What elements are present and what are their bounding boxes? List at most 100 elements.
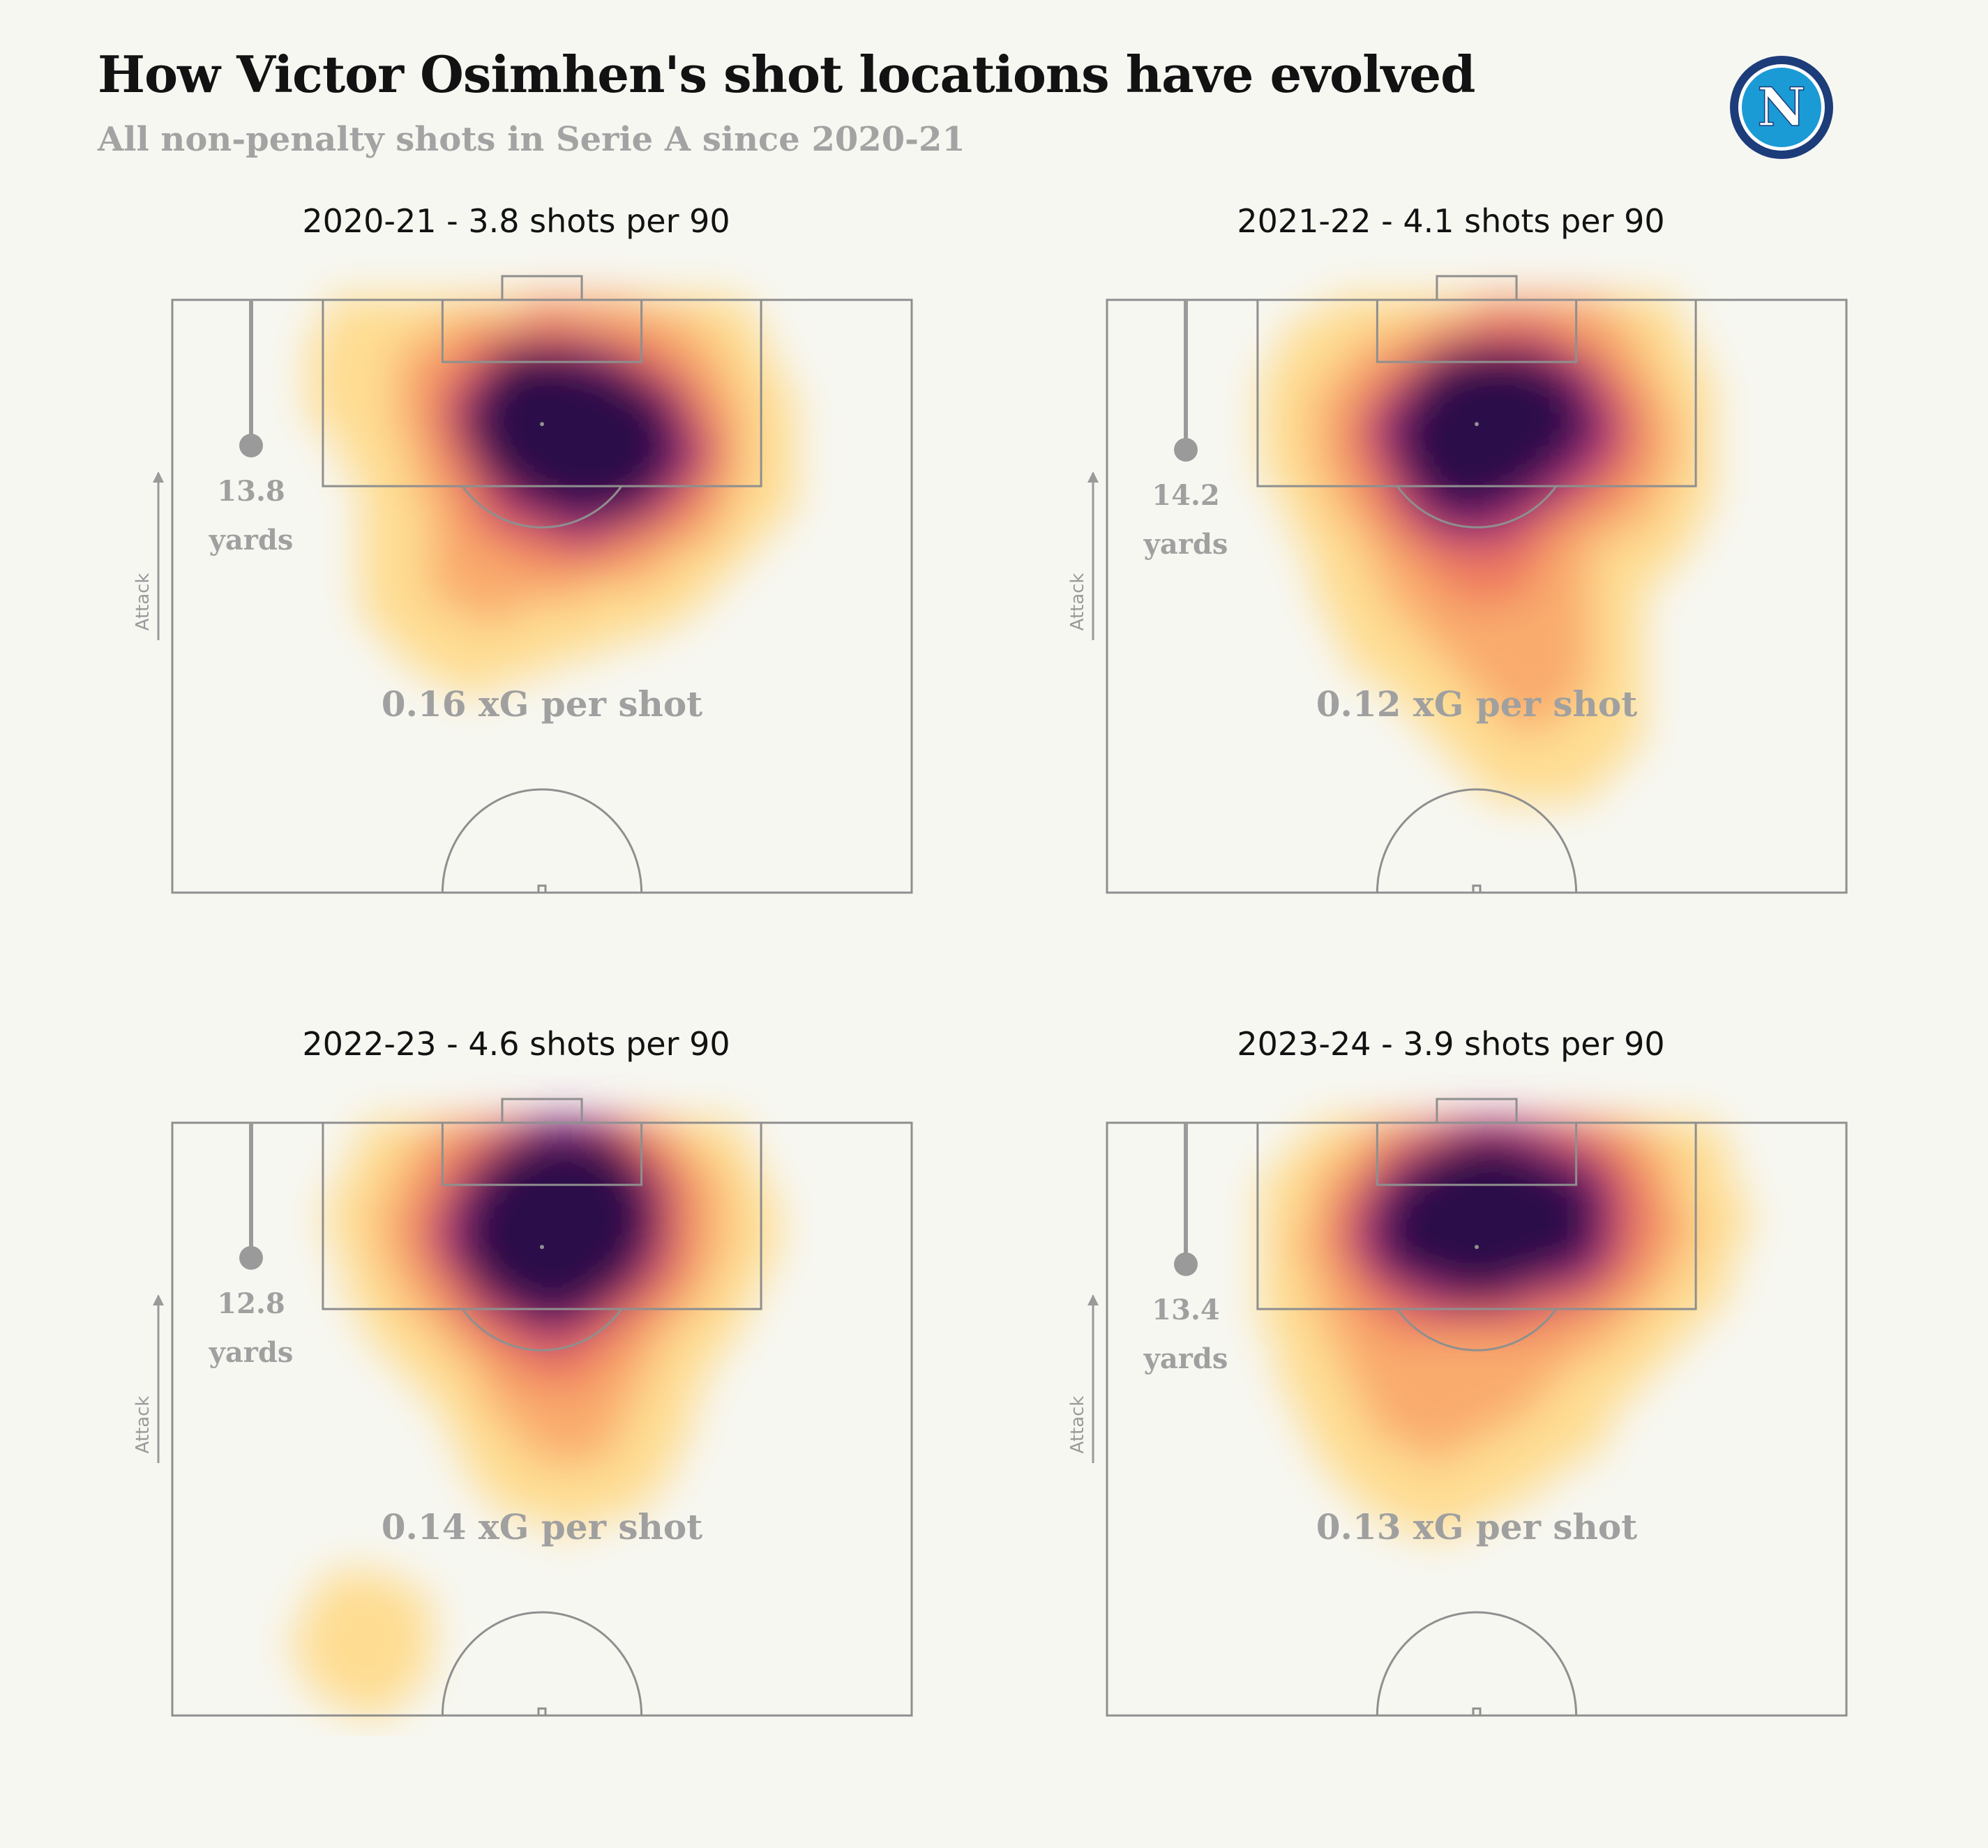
heat-cell: [1625, 332, 1644, 351]
heat-cell: [465, 1372, 483, 1391]
heat-cell: [517, 1336, 536, 1355]
heat-cell: [1486, 766, 1505, 785]
heat-cell: [1625, 1209, 1644, 1229]
heat-cell: [482, 315, 501, 333]
heat-cell: [1434, 658, 1453, 677]
heat-cell: [1277, 1336, 1296, 1355]
pitch: [153, 1098, 913, 1717]
heat-cell: [1295, 1191, 1313, 1211]
centre-spot: [537, 884, 547, 894]
heat-cell: [1347, 423, 1366, 442]
heat-cell: [1556, 766, 1574, 785]
heat-cell: [743, 513, 762, 532]
heat-cell: [342, 1245, 361, 1265]
heat-cell: [1660, 1336, 1679, 1355]
heat-cell: [1573, 459, 1592, 478]
heat-cell: [517, 603, 536, 623]
heat-cell: [1538, 1354, 1557, 1373]
heat-cell: [482, 441, 501, 460]
heat-cell: [342, 441, 361, 460]
heat-cell: [708, 1318, 727, 1337]
heat-cell: [1660, 350, 1679, 370]
heat-cell: [1452, 1462, 1470, 1482]
heat-cell: [1347, 603, 1366, 623]
heat-cell: [1643, 1245, 1662, 1265]
heat-cell: [1382, 1499, 1401, 1518]
heat-cell: [1608, 441, 1627, 460]
heat-cell: [552, 386, 570, 406]
heat-cell: [482, 1191, 501, 1211]
heat-cell: [1503, 1155, 1522, 1174]
heat-cell: [1503, 386, 1522, 406]
heat-cell: [656, 459, 675, 478]
heat-cell: [725, 1245, 744, 1265]
heat-cell: [621, 459, 640, 478]
heat-cell: [1556, 676, 1574, 695]
heat-cell: [430, 1245, 449, 1265]
heat-cell: [377, 1318, 396, 1337]
heat-cell: [499, 1137, 518, 1156]
heat-cell: [1399, 1245, 1418, 1265]
heat-cell: [499, 1173, 518, 1192]
heat-cell: [1625, 1245, 1644, 1265]
heat-cell: [465, 567, 483, 586]
heat-cell: [1503, 350, 1522, 370]
heat-cell: [447, 1245, 466, 1265]
heat-cell: [708, 423, 727, 442]
heat-cell: [1660, 1155, 1679, 1174]
heat-cell: [1469, 1336, 1488, 1355]
heat-cell: [603, 386, 622, 406]
heat-cell: [1695, 1245, 1714, 1265]
heat-cell: [586, 423, 605, 442]
heat-cell: [1364, 1426, 1383, 1446]
heat-cell: [568, 639, 587, 659]
heat-cell: [586, 386, 605, 406]
heat-cell: [1260, 1173, 1279, 1192]
heat-cell: [638, 1372, 657, 1391]
heat-cell: [395, 1336, 414, 1355]
heat-cell: [1660, 549, 1679, 568]
heat-cell: [1277, 1245, 1296, 1265]
heat-cell: [1538, 350, 1557, 370]
heat-cell: [465, 639, 483, 659]
heat-cell: [603, 350, 622, 370]
heat-cell: [586, 639, 605, 659]
heat-cell: [1469, 1191, 1488, 1211]
heat-cell: [1486, 386, 1505, 406]
heat-cell: [1712, 1227, 1731, 1247]
shot-map-panel: 2023-24 - 3.9 shots per 90 13.4 yards 0.…: [1018, 1025, 1953, 1848]
heat-cell: [1660, 423, 1679, 442]
heat-cell: [517, 1209, 536, 1229]
heat-cell: [412, 1372, 431, 1391]
heat-cell: [673, 386, 692, 406]
heat-cell: [1399, 1227, 1418, 1247]
heat-cell: [621, 1245, 640, 1265]
heat-cell: [1625, 1155, 1644, 1174]
heat-cell: [673, 315, 692, 333]
heat-cell: [1347, 531, 1366, 550]
heat-cell: [517, 1245, 536, 1265]
heat-cell: [1469, 766, 1488, 785]
heat-cell: [552, 1209, 570, 1229]
heat-cell: [325, 1227, 344, 1247]
heat-cell: [568, 1245, 587, 1265]
centre-spot: [537, 1707, 547, 1717]
heat-cell: [360, 567, 379, 586]
heat-cell: [1434, 621, 1453, 641]
heat-cell: [1382, 1318, 1401, 1337]
heat-cell: [621, 585, 640, 605]
heat-cell: [1295, 423, 1313, 442]
heat-cell: [1330, 495, 1348, 514]
heat-cell: [499, 1499, 518, 1518]
heat-cell: [1556, 441, 1574, 460]
heat-cell: [656, 441, 675, 460]
heat-cell: [1364, 1318, 1383, 1337]
heat-cell: [1503, 729, 1522, 749]
goal: [501, 1098, 583, 1124]
heat-cell: [1312, 1264, 1331, 1283]
heat-cell: [760, 495, 779, 514]
heat-cell: [1452, 1372, 1470, 1391]
heat-cell: [482, 386, 501, 406]
heat-cell: [552, 1444, 570, 1464]
heat-cell: [638, 1354, 657, 1373]
